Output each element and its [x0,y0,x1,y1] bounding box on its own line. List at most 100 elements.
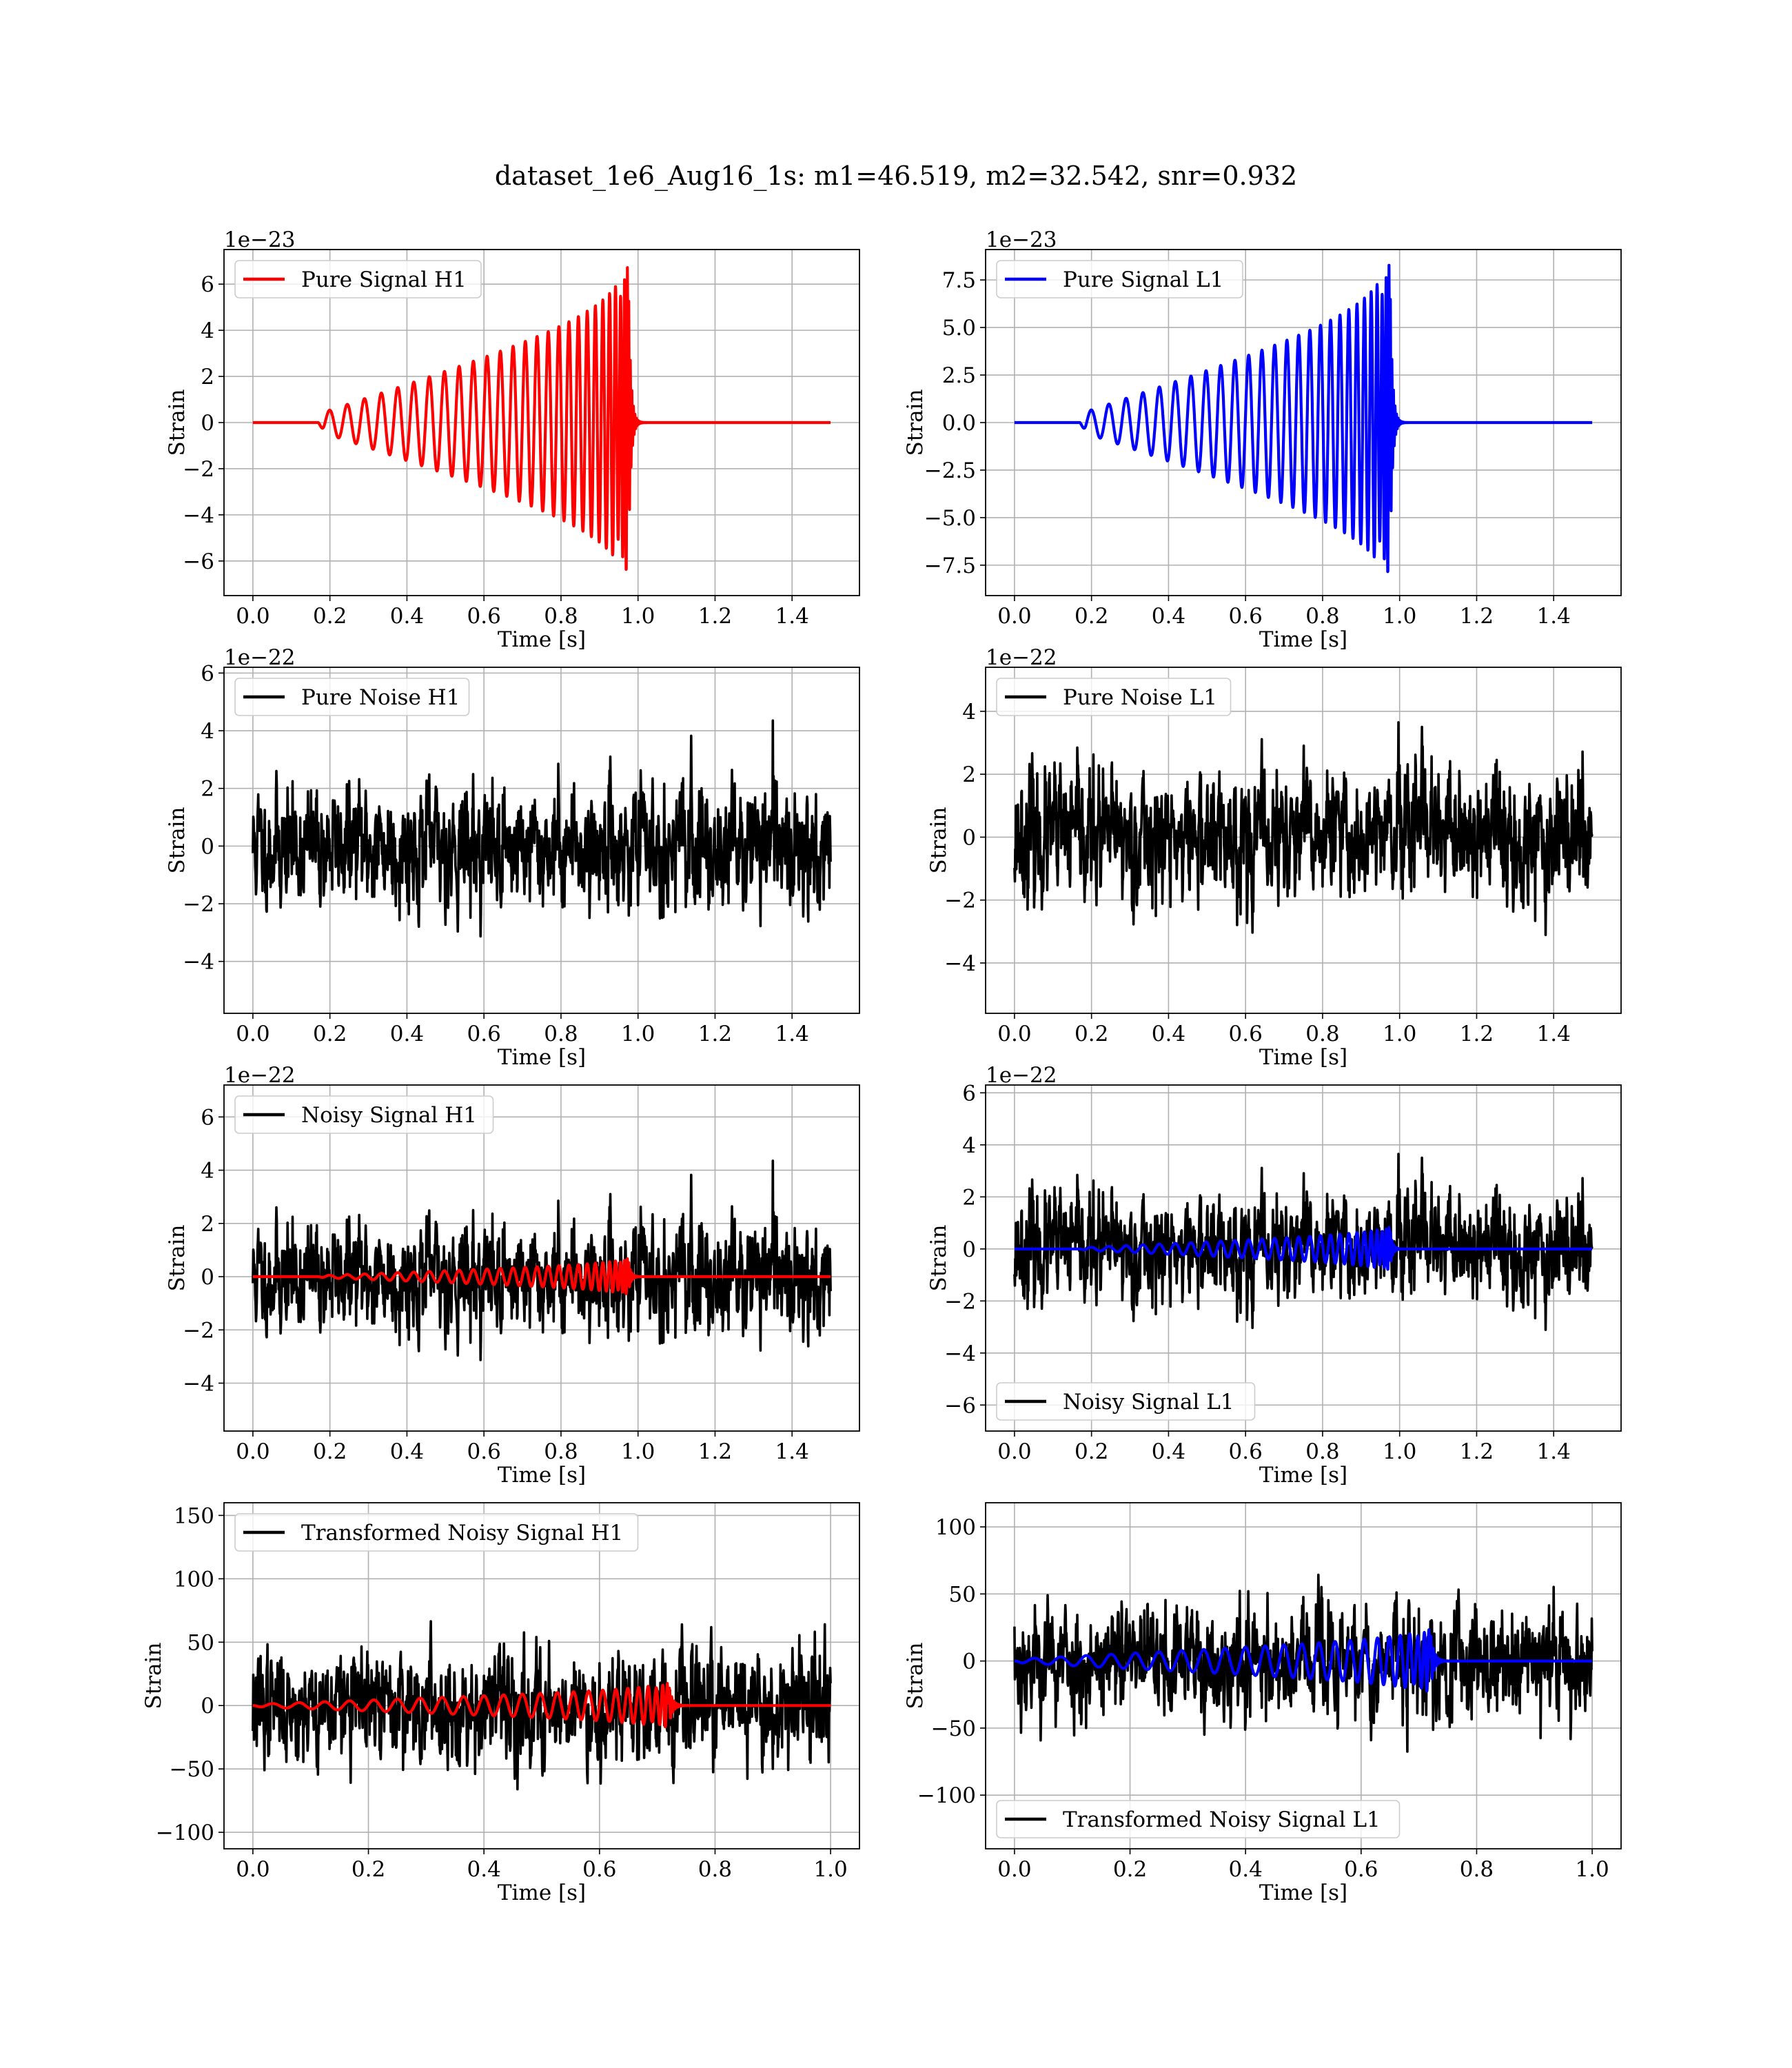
x-tick-label: 0.8 [544,604,578,629]
y-tick-label: −7.5 [924,554,976,578]
legend-box [234,260,482,298]
x-tick-label: 0.2 [1075,1022,1108,1046]
y-tick-label: −100 [917,1783,976,1808]
x-tick-label: 0.2 [1113,1857,1147,1882]
y-axis-label: Strain [165,807,190,874]
x-tick-label: 0.8 [1460,1857,1494,1882]
legend: Noisy Signal L1 [996,1382,1256,1421]
y-tick-label: −2 [944,889,976,913]
subplot-p3: 0.0 0.2 0.4 0.6 0.8 1.0 1.2 1.4 −4 −2 0 2 4 Time [s] S… [926,645,1622,1070]
y-tick-label: 4 [201,1159,214,1184]
x-tick-label: 1.0 [1575,1857,1609,1882]
x-tick-label: 0.0 [997,1439,1031,1464]
y-axis-label: Strain [165,389,190,456]
y-axis-label: Strain [903,1643,928,1710]
x-tick-label: 0.4 [1152,1439,1185,1464]
legend-box [234,678,470,716]
series-line-chirp-overlay [1013,1628,1594,1693]
x-tick-label: 1.4 [1537,604,1571,629]
x-tick-label: 0.6 [467,1022,501,1046]
y-tick-label: −5.0 [924,506,976,531]
series-line-pure-signal-h1 [252,266,832,571]
x-tick-label: 0.4 [390,604,424,629]
y-tick-label: 2.5 [942,363,976,388]
x-tick-label: 0.6 [1229,604,1263,629]
x-tick-label: 1.2 [1460,604,1494,629]
x-tick-label: 0.2 [313,604,347,629]
series-line-chirp-overlay [252,1682,832,1729]
y-tick-label: 50 [187,1630,214,1655]
subplot-p5: 0.0 0.2 0.4 0.6 0.8 1.0 1.2 1.4 −6 −4 −2 0 2 4 6 Time [… [926,1063,1622,1488]
series-line-transformed-noisy-signal-l1 [1013,1573,1594,1753]
series-line-pure-signal-l1 [1013,263,1594,574]
x-tick-label: 1.0 [621,1439,655,1464]
x-tick-label: 1.2 [1460,1022,1494,1046]
y-tick-label: 150 [174,1503,214,1528]
y-tick-label: −4 [944,1341,976,1366]
figure-title: dataset_1e6_Aug16_1s: m1=46.519, m2=32.5… [495,161,1297,192]
series-line-pure-noise-l1 [1013,721,1594,937]
x-tick-label: 1.4 [775,1439,809,1464]
y-axis-label: Strain [926,1225,951,1292]
y-axis-label: Strain [141,1643,166,1710]
series-line-pure-noise-h1 [252,719,832,938]
x-tick-label: 0.6 [1229,1439,1263,1464]
x-tick-label: 0.2 [1075,1439,1108,1464]
y-tick-label: −2.5 [924,458,976,483]
y-tick-label: −50 [931,1716,976,1741]
y-tick-label: 0 [201,1694,214,1719]
x-tick-label: 0.0 [997,604,1031,629]
legend: Noisy Signal H1 [234,1095,494,1134]
x-tick-label: 0.6 [582,1857,616,1882]
y-tick-label: −6 [183,549,214,574]
x-axis-label: Time [s] [1259,1463,1347,1488]
x-axis-label: Time [s] [1259,1881,1347,1905]
y-tick-label: 100 [174,1567,214,1592]
legend-label: Pure Noise L1 [1063,685,1217,710]
y-tick-label: −2 [944,1289,976,1314]
axis-offset-text: 1e−22 [224,1063,296,1088]
axes-frame [223,1084,860,1432]
x-tick-label: 1.0 [813,1857,847,1882]
x-tick-label: 0.8 [1305,1439,1339,1464]
subplot-p7: 0.0 0.2 0.4 0.6 0.8 1.0 −100 −50 0 50 100 Time [s] S… [903,1502,1622,1905]
y-tick-label: −4 [183,950,214,975]
x-axis-label: Time [s] [1259,1045,1347,1070]
legend: Pure Noise L1 [996,678,1232,716]
y-tick-label: 0 [201,834,214,859]
x-axis-label: Time [s] [498,1881,586,1905]
y-tick-label: −4 [183,1371,214,1396]
x-axis-label: Time [s] [498,627,586,652]
y-tick-label: −6 [944,1393,976,1418]
x-axis-label: Time [s] [498,1463,586,1488]
x-tick-label: 0.6 [1344,1857,1378,1882]
y-tick-label: 6 [201,1105,214,1130]
x-tick-label: 0.2 [313,1439,347,1464]
x-tick-label: 0.0 [236,1857,269,1882]
subplot-p6: 0.0 0.2 0.4 0.6 0.8 1.0 −100 −50 0 50 100 150 Time [… [141,1502,860,1905]
axes-frame [985,667,1622,1014]
y-tick-label: −50 [170,1757,214,1782]
x-tick-label: 0.6 [467,1439,501,1464]
x-tick-label: 0.4 [1229,1857,1263,1882]
x-tick-label: 1.4 [1537,1022,1571,1046]
subplot-p2: 0.0 0.2 0.4 0.6 0.8 1.0 1.2 1.4 −4 −2 0 2 4 6 Time [s]… [165,645,860,1070]
axes-frame [223,1502,860,1849]
series-line-noisy-signal-h1 [252,1159,832,1361]
y-tick-label: 0 [962,825,976,850]
y-tick-label: 6 [962,1081,976,1106]
y-tick-label: 100 [935,1515,976,1540]
y-axis-label: Strain [165,1225,190,1292]
x-tick-label: 0.0 [997,1857,1031,1882]
series-line-transformed-noisy-signal-h1 [252,1620,832,1791]
x-tick-label: 0.0 [236,604,269,629]
legend: Transformed Noisy Signal H1 [234,1513,639,1552]
x-tick-label: 0.8 [1305,604,1339,629]
legend-label: Transformed Noisy Signal H1 [301,1521,623,1545]
legend-label: Pure Noise H1 [301,685,460,710]
y-tick-label: 0.0 [942,411,976,436]
subplot-p0: 0.0 0.2 0.4 0.6 0.8 1.0 1.2 1.4 −6 −4 −2 0 2 4 6 Time [… [165,227,860,652]
x-tick-label: 0.6 [467,604,501,629]
y-axis-label: Strain [903,389,928,456]
